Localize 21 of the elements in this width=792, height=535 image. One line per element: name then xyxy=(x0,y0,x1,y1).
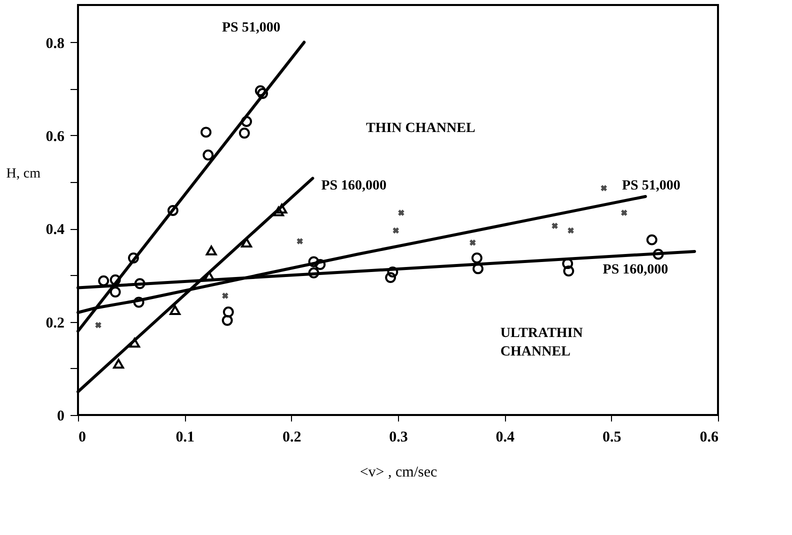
y-tick-label: 0 xyxy=(57,408,64,424)
annotation: PS 51,000 xyxy=(622,178,680,194)
x-tick-label: 0.4 xyxy=(496,430,516,446)
x-axis-title: <v> , cm/sec xyxy=(360,464,438,480)
x-tick-label: 0.2 xyxy=(282,430,302,446)
x-tick-label: 0 xyxy=(78,430,86,446)
x-tick-label: 0.5 xyxy=(602,430,622,446)
annotation: CHANNEL xyxy=(500,344,570,360)
annotation: PS 160,000 xyxy=(602,262,668,278)
y-tick-label: 0.4 xyxy=(46,222,65,238)
x-tick-label: 0.1 xyxy=(176,430,195,446)
x-tick-label: 0.3 xyxy=(389,430,408,446)
annotation: PS 160,000 xyxy=(321,178,387,194)
annotation: THIN CHANNEL xyxy=(366,121,476,136)
y-tick-label: 0.2 xyxy=(46,315,64,332)
y-tick-label: 0.8 xyxy=(46,36,64,52)
y-axis-title: H, cm xyxy=(6,166,41,182)
x-tick-label: 0.6 xyxy=(700,430,719,446)
y-tick-label: 0.6 xyxy=(46,128,65,145)
annotation: ULTRATHIN xyxy=(500,326,583,341)
annotation: PS 51,000 xyxy=(222,20,280,36)
